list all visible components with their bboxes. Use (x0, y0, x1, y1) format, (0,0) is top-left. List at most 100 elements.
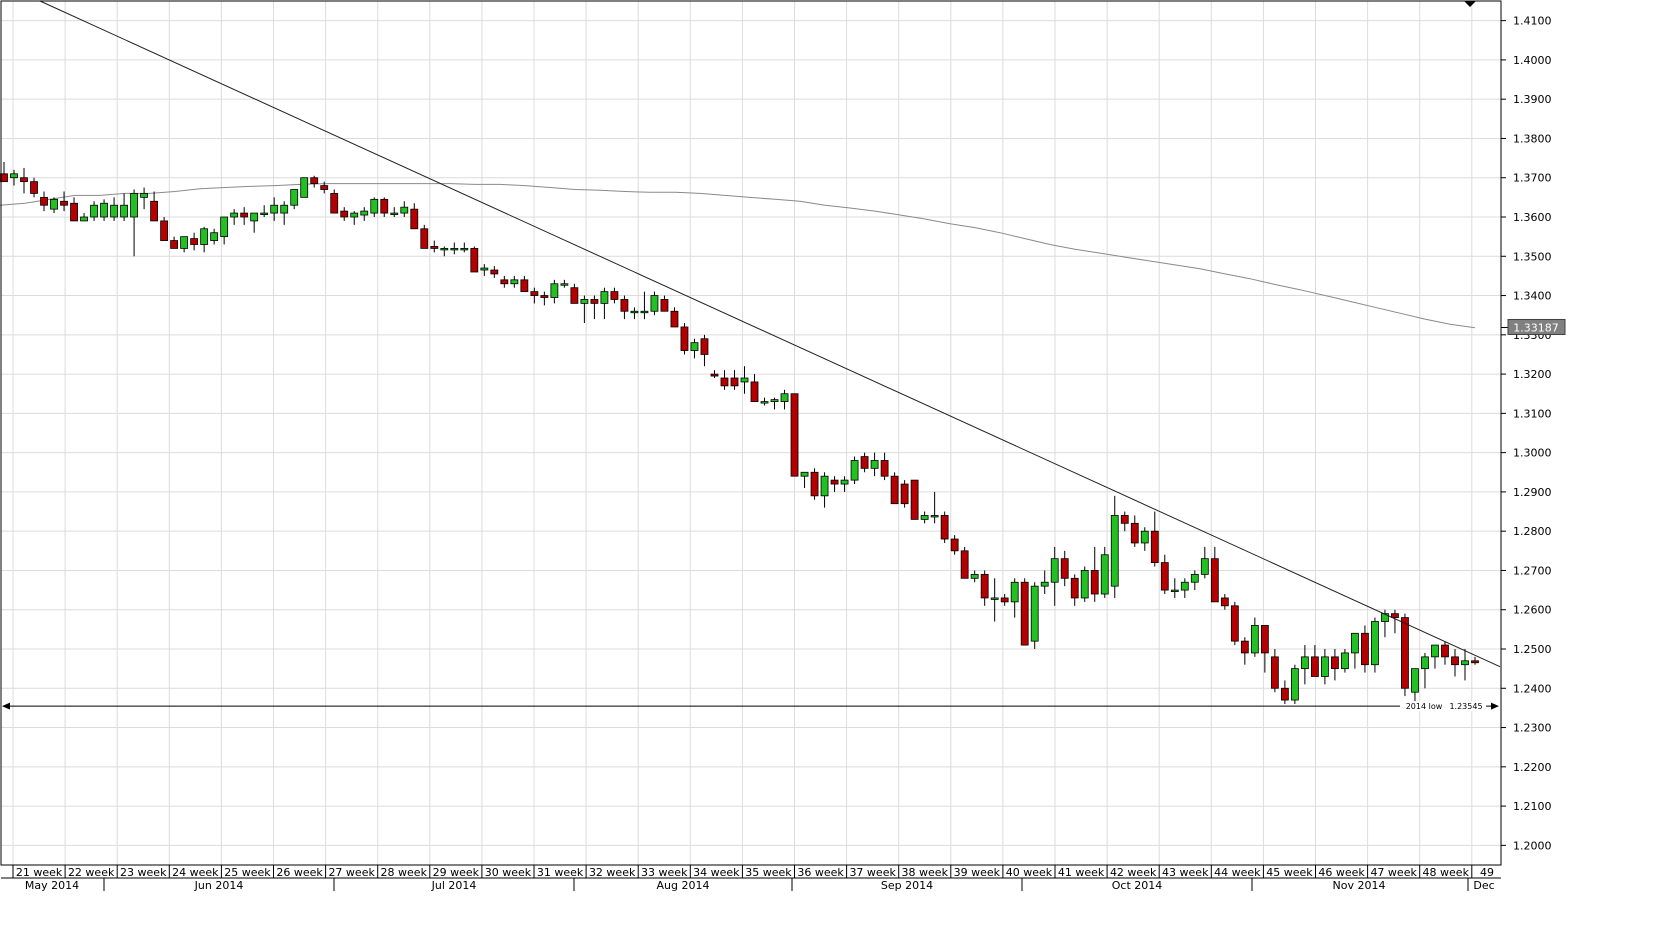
candle (680, 323, 689, 355)
candle (740, 366, 749, 394)
candle (140, 187, 148, 210)
candle (100, 199, 108, 221)
candle (770, 397, 779, 410)
candle (1461, 649, 1469, 681)
y-tick-label: 1.3800 (1513, 132, 1552, 145)
candle (1070, 574, 1079, 606)
candle-body (720, 377, 729, 387)
y-tick-label: 1.3700 (1513, 172, 1552, 185)
y-tick-label: 1.3100 (1513, 407, 1552, 420)
candle (520, 275, 529, 293)
candle-body (110, 204, 118, 218)
candle (420, 224, 429, 249)
candle-body (40, 196, 48, 206)
candle (1200, 546, 1209, 579)
candle (220, 216, 229, 245)
candle-body (550, 283, 559, 298)
candle (470, 246, 479, 273)
candle (210, 228, 219, 245)
candle (1040, 570, 1049, 595)
week-label: 46 week (1318, 866, 1365, 879)
candle-body (20, 177, 28, 183)
candle-body (970, 573, 979, 579)
week-label: 34 week (693, 866, 740, 879)
candle (1060, 550, 1069, 587)
y-tick-label: 1.3500 (1513, 250, 1552, 263)
candle (1331, 649, 1339, 681)
candle-body (1050, 558, 1059, 583)
candle-body (1080, 570, 1089, 599)
candle-body (940, 515, 949, 540)
candle-body (1180, 581, 1189, 591)
candle-body (1331, 656, 1339, 670)
candle-body (1441, 644, 1449, 658)
candle-body (760, 401, 769, 404)
candle (900, 480, 909, 508)
candle (410, 203, 419, 230)
candle (1270, 649, 1279, 693)
week-label: 38 week (902, 866, 949, 879)
candle-body (280, 204, 289, 214)
candle (700, 334, 709, 367)
y-tick-label: 1.2500 (1513, 643, 1552, 656)
month-label: Nov 2014 (1333, 879, 1386, 892)
week-label: 24 week (172, 866, 219, 879)
candle-body (210, 232, 219, 241)
candle (560, 279, 569, 288)
candle (940, 511, 949, 543)
candle-body (1020, 581, 1029, 646)
candle-body (390, 212, 399, 215)
candle-body (990, 597, 999, 600)
candle-body (260, 212, 269, 215)
candle-body (360, 210, 369, 216)
candle-body (810, 471, 819, 497)
candle (760, 397, 769, 406)
candle-body (50, 198, 58, 210)
candle (850, 456, 859, 485)
candle-body (240, 212, 249, 218)
y-tick-label: 1.3400 (1513, 290, 1552, 303)
candle-body (840, 479, 849, 485)
candle (240, 207, 249, 225)
candle-body (490, 269, 499, 275)
candle (1421, 652, 1429, 689)
week-label: 39 week (954, 866, 1001, 879)
candle (1180, 578, 1189, 598)
candle (430, 240, 439, 253)
candle (800, 471, 809, 488)
candle-body (1230, 605, 1239, 642)
candle (530, 287, 539, 304)
candle-body (710, 373, 719, 377)
candle (290, 189, 299, 210)
candle (1320, 649, 1329, 685)
candle (960, 546, 969, 579)
candle (1080, 566, 1089, 602)
moving-average (0, 183, 1476, 329)
candle-body (130, 193, 138, 218)
candle-body (880, 460, 889, 477)
candle (1310, 645, 1319, 677)
candle-body (1240, 640, 1249, 654)
candle-body (0, 173, 8, 183)
candle-body (610, 291, 619, 300)
support-label-bg (1400, 701, 1486, 712)
candle (830, 476, 839, 492)
y-tick-label: 1.2200 (1513, 761, 1552, 774)
candle (990, 578, 999, 622)
candle (980, 570, 989, 606)
price-tag: 1.33187 (1501, 318, 1566, 335)
candle-body (320, 185, 329, 190)
candle-body (340, 210, 349, 218)
candle-body (560, 283, 569, 286)
candle-body (600, 291, 609, 304)
candle (60, 191, 68, 212)
candle (1431, 644, 1439, 669)
candle (80, 213, 88, 222)
candle (1240, 637, 1249, 665)
candle-body (60, 200, 68, 206)
candle (1030, 582, 1039, 649)
candle (890, 472, 899, 505)
candle (860, 452, 869, 473)
candle-body (960, 550, 969, 579)
